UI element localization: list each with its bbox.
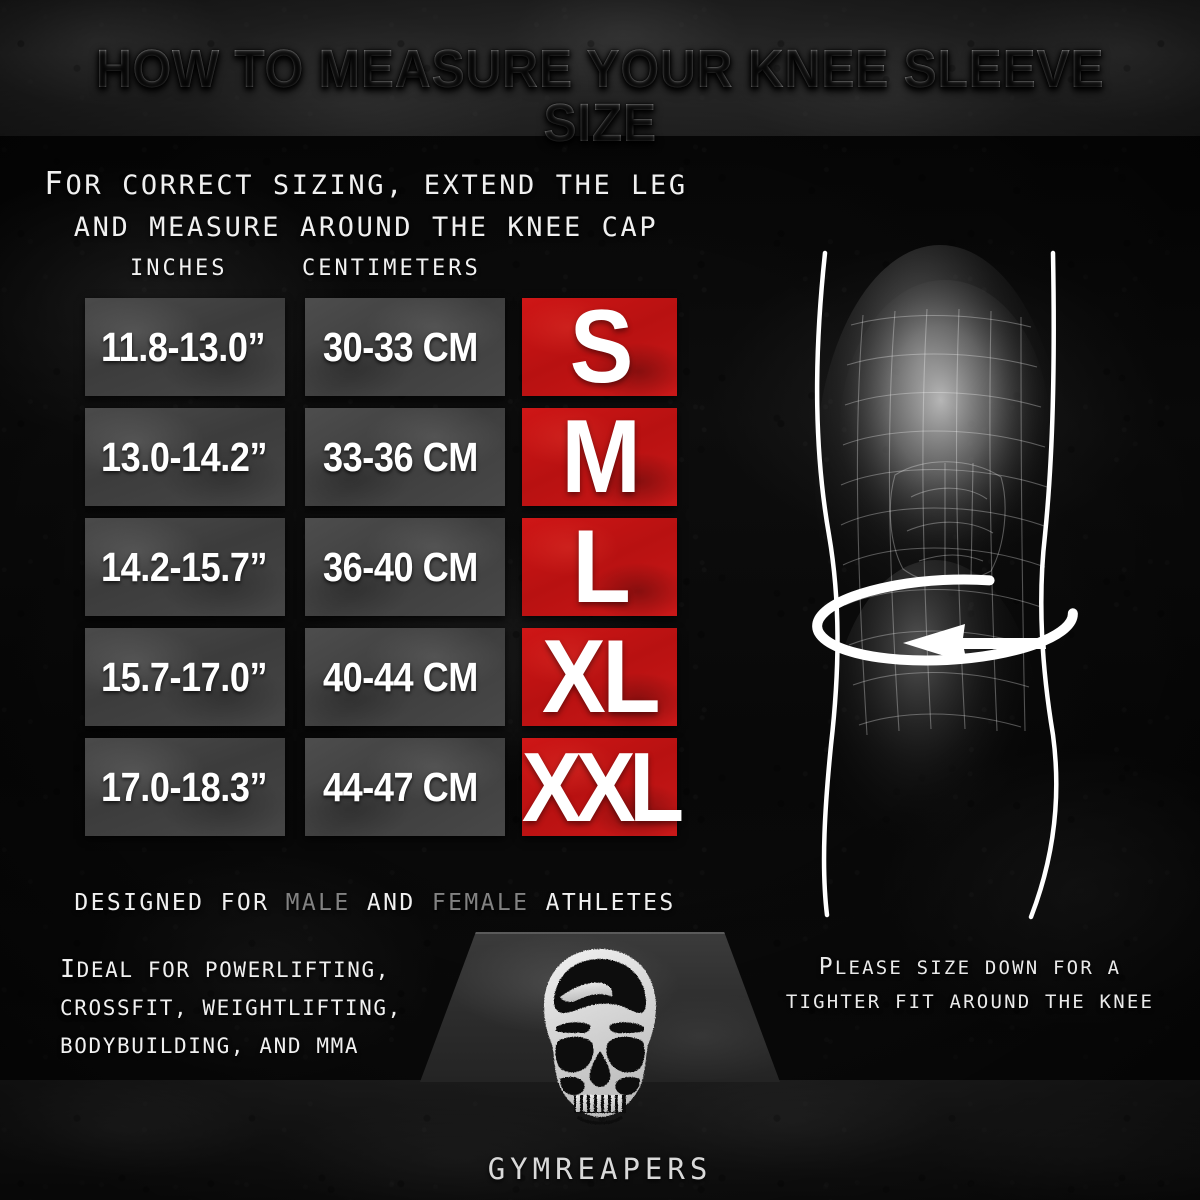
ideal-line-3: BODYBUILDING, AND MMA xyxy=(60,1034,360,1058)
cell-inches: 17.0-18.3” xyxy=(85,738,285,836)
sizedown-line-1: LEASE SIZE DOWN FOR A xyxy=(834,957,1122,979)
cell-centimeters: 40-44 CM xyxy=(305,628,505,726)
size-down-note: PLEASE SIZE DOWN FOR A TIGHTER FIT AROUN… xyxy=(745,950,1195,1019)
cell-centimeters: 33-36 CM xyxy=(305,408,505,506)
designed-for-text: DESIGNED FOR MALE AND FEMALE ATHLETES xyxy=(30,890,720,916)
cell-centimeters: 36-40 CM xyxy=(305,518,505,616)
ideal-line-1: DEAL FOR POWERLIFTING, xyxy=(76,958,391,982)
ideal-for-text: IDEAL FOR POWERLIFTING, CROSSFIT, WEIGHT… xyxy=(60,950,460,1065)
column-header-centimeters: CENTIMETERS xyxy=(302,256,481,281)
ideal-line-2: CROSSFIT, WEIGHTLIFTING, xyxy=(60,996,402,1020)
cell-inches-value: 11.8-13.0” xyxy=(101,323,266,370)
cell-inches: 13.0-14.2” xyxy=(85,408,285,506)
brand-wordmark: GYMREAPERS xyxy=(487,1152,713,1186)
cell-centimeters: 44-47 CM xyxy=(305,738,505,836)
designed-male: MALE xyxy=(285,890,351,916)
size-badge: S xyxy=(522,289,677,405)
designed-prefix: DESIGNED FOR xyxy=(74,890,286,916)
left-arrow-icon xyxy=(903,624,1046,663)
subtitle-line2: AND MEASURE AROUND THE KNEE CAP xyxy=(73,212,659,243)
page-title: HOW TO MEASURE YOUR KNEE SLEEVE SIZE xyxy=(42,42,1158,150)
size-badge-label: S xyxy=(569,289,633,405)
subtitle-line1: OR CORRECT SIZING, EXTEND THE LEG xyxy=(65,170,688,201)
size-badge-label: XXL xyxy=(521,732,683,842)
cell-inches-value: 13.0-14.2” xyxy=(101,433,268,480)
cell-cm-value: 36-40 CM xyxy=(323,543,478,590)
cell-inches: 15.7-17.0” xyxy=(85,628,285,726)
cell-inches: 14.2-15.7” xyxy=(85,518,285,616)
cell-inches-value: 14.2-15.7” xyxy=(101,543,268,590)
size-badge-label: XL xyxy=(542,619,661,735)
subtitle-line1-capital: F xyxy=(44,166,66,202)
cell-centimeters: 30-33 CM xyxy=(305,298,505,396)
size-badge-label: L xyxy=(572,509,630,625)
cell-cm-value: 44-47 CM xyxy=(323,763,478,810)
sizedown-line-2: TIGHTER FIT AROUND THE KNEE xyxy=(785,991,1155,1013)
sizedown-capital: P xyxy=(818,954,835,980)
ideal-capital: I xyxy=(60,954,77,983)
column-header-inches: INCHES xyxy=(130,256,228,281)
cell-cm-value: 30-33 CM xyxy=(323,323,478,370)
cell-inches: 11.8-13.0” xyxy=(85,298,285,396)
skull-icon xyxy=(530,945,670,1135)
cell-inches-value: 15.7-17.0” xyxy=(101,653,268,700)
designed-and: AND xyxy=(350,890,432,916)
cell-inches-value: 17.0-18.3” xyxy=(101,763,268,810)
size-badge-label: M xyxy=(561,399,641,515)
instruction-subtitle: FOR CORRECT SIZING, EXTEND THE LEG AND M… xyxy=(16,163,716,249)
size-badge: L xyxy=(522,509,677,625)
cell-cm-value: 33-36 CM xyxy=(323,433,478,480)
cell-cm-value: 40-44 CM xyxy=(323,653,478,700)
size-badge: M xyxy=(522,399,677,515)
designed-female: FEMALE xyxy=(431,890,530,916)
leg-measurement-diagram xyxy=(755,175,1200,965)
size-badge: XXL xyxy=(521,732,684,842)
measuring-tape-ellipse xyxy=(812,574,1078,666)
size-badge: XL xyxy=(522,619,677,735)
designed-suffix: ATHLETES xyxy=(529,890,676,916)
